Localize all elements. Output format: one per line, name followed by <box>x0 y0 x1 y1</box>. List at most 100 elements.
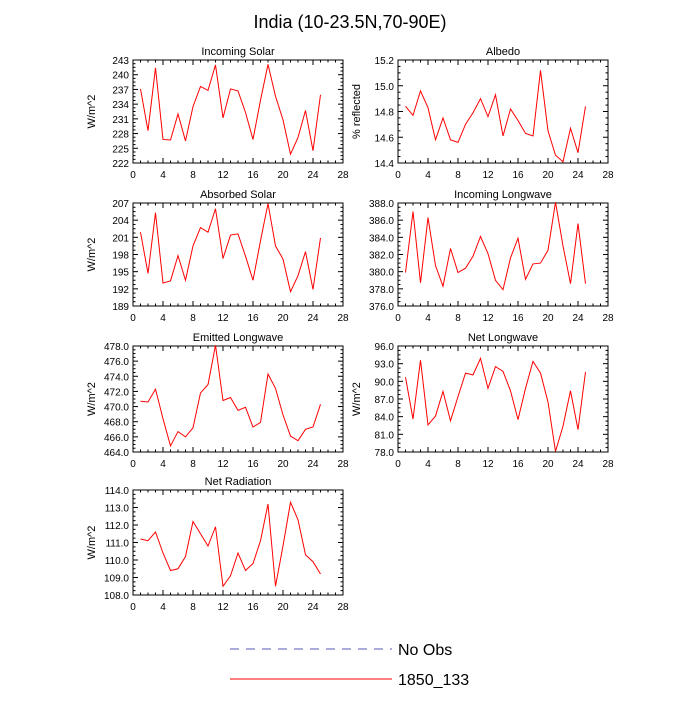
y-tick-label: 110.0 <box>105 556 130 567</box>
plot-frame <box>397 345 609 453</box>
x-tick-label: 4 <box>160 602 166 613</box>
x-tick-label: 12 <box>217 602 229 613</box>
y-tick-label: 478.0 <box>104 342 129 353</box>
page-title: India (10-23.5N,70-90E) <box>253 12 446 32</box>
x-tick-label: 12 <box>217 170 229 181</box>
x-tick-label: 4 <box>425 170 431 181</box>
plot-frame <box>132 489 344 596</box>
y-tick-label: 237 <box>112 85 129 96</box>
legend-label-no-obs: No Obs <box>398 642 452 659</box>
x-tick-label: 28 <box>337 602 349 613</box>
y-tick-label: 112.0 <box>105 521 130 532</box>
x-tick-label: 12 <box>217 459 229 470</box>
panel-net-radiation: Net Radiation W/m^2 0 4 8 12 16 20 24 28 108.0 109.… <box>86 476 349 613</box>
y-axis-label: W/m^2 <box>86 382 98 416</box>
x-tick-label: 24 <box>572 313 584 324</box>
y-tick-label: 384.0 <box>369 233 394 244</box>
y-axis-label: W/m^2 <box>86 238 98 272</box>
x-tick-label: 20 <box>277 170 289 181</box>
series-line-1850-133 <box>140 64 321 156</box>
y-tick-label: 382.0 <box>369 251 394 262</box>
x-tick-label: 4 <box>160 313 166 324</box>
x-tick-label: 28 <box>337 459 349 470</box>
x-tick-label: 20 <box>542 459 554 470</box>
y-tick-label: 378.0 <box>369 285 394 296</box>
x-tick-label: 28 <box>337 313 349 324</box>
panel-net-longwave: Net Longwave W/m^2 0 4 8 12 16 20 24 28 78.0 81.0 84… <box>351 332 614 470</box>
x-tick-label: 24 <box>307 459 319 470</box>
x-tick-label: 8 <box>455 170 461 181</box>
panel-title: Albedo <box>486 46 520 58</box>
y-tick-label: 96.0 <box>375 342 395 353</box>
series-line-1850-133 <box>405 356 586 452</box>
x-tick-label: 24 <box>572 459 584 470</box>
x-tick-label: 12 <box>482 313 494 324</box>
y-tick-label: 90.0 <box>375 377 395 388</box>
y-tick-label: 78.0 <box>375 448 395 459</box>
panel-incoming-longwave: Incoming Longwave 0 4 8 12 16 20 24 28 376.0 378.0… <box>369 189 614 324</box>
y-tick-label: 243 <box>112 56 129 67</box>
series-line-1850-133 <box>140 203 321 294</box>
x-tick-label: 16 <box>247 602 259 613</box>
x-tick-label: 8 <box>455 459 461 470</box>
y-tick-label: 198 <box>112 251 129 262</box>
y-tick-label: 84.0 <box>375 413 395 424</box>
panel-title: Emitted Longwave <box>193 332 284 344</box>
y-tick-label: 388.0 <box>369 199 394 210</box>
y-tick-label: 14.6 <box>375 133 395 144</box>
x-tick-label: 8 <box>190 170 196 181</box>
x-tick-label: 0 <box>130 602 136 613</box>
x-tick-label: 12 <box>482 459 494 470</box>
legend-label-1850-133: 1850_133 <box>398 672 469 689</box>
series-line-1850-133 <box>140 500 321 588</box>
x-tick-label: 8 <box>455 313 461 324</box>
x-tick-label: 8 <box>190 459 196 470</box>
x-tick-label: 4 <box>160 459 166 470</box>
plot-frame <box>132 202 344 307</box>
panel-incoming-solar: Incoming Solar W/m^2 0 4 8 12 16 20 24 28 222 225 22… <box>86 46 349 181</box>
x-tick-label: 0 <box>395 459 401 470</box>
panel-title: Net Longwave <box>468 332 538 344</box>
x-tick-label: 0 <box>130 170 136 181</box>
series-line-1850-133 <box>140 345 321 448</box>
panel-albedo: Albedo % reflected 0 4 8 12 16 20 24 28 14.4 14.6 14… <box>351 46 614 181</box>
x-tick-label: 28 <box>337 170 349 181</box>
x-tick-label: 28 <box>602 313 614 324</box>
panel-emitted-longwave: Emitted Longwave W/m^2 0 4 8 12 16 20 24 28 464.0 4… <box>86 332 349 470</box>
y-axis-label: W/m^2 <box>86 526 98 560</box>
y-tick-label: 195 <box>112 268 129 279</box>
y-tick-label: 466.0 <box>104 433 129 444</box>
y-tick-label: 189 <box>112 302 129 313</box>
y-tick-label: 240 <box>112 71 129 82</box>
y-tick-label: 225 <box>112 144 129 155</box>
x-tick-label: 4 <box>425 459 431 470</box>
y-tick-label: 376.0 <box>369 302 394 313</box>
plot-frame <box>397 202 609 307</box>
x-tick-label: 0 <box>130 313 136 324</box>
y-tick-label: 470.0 <box>104 403 129 414</box>
y-tick-label: 468.0 <box>104 418 129 429</box>
x-tick-label: 28 <box>602 170 614 181</box>
legend: No Obs 1850_133 <box>230 642 469 689</box>
x-tick-label: 12 <box>217 313 229 324</box>
x-tick-label: 0 <box>395 313 401 324</box>
y-tick-label: 15.0 <box>375 82 395 93</box>
x-tick-label: 16 <box>247 170 259 181</box>
x-tick-label: 28 <box>602 459 614 470</box>
y-tick-label: 192 <box>112 285 129 296</box>
y-tick-label: 234 <box>112 100 129 111</box>
x-tick-label: 24 <box>307 602 319 613</box>
x-tick-label: 0 <box>130 459 136 470</box>
x-tick-label: 16 <box>512 459 524 470</box>
x-tick-label: 24 <box>307 313 319 324</box>
x-tick-label: 20 <box>542 313 554 324</box>
y-tick-label: 15.2 <box>375 56 395 67</box>
series-line-1850-133 <box>405 70 586 163</box>
y-tick-label: 111.0 <box>105 539 129 550</box>
y-tick-label: 114.0 <box>105 486 130 497</box>
y-tick-label: 14.4 <box>375 159 395 170</box>
x-tick-label: 24 <box>307 170 319 181</box>
x-tick-label: 20 <box>277 313 289 324</box>
